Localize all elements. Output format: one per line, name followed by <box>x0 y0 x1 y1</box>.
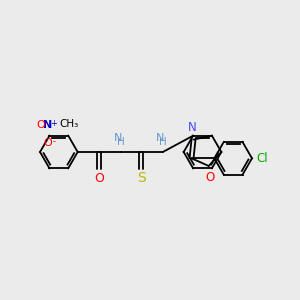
Text: -: - <box>52 137 56 146</box>
Text: N: N <box>188 121 197 134</box>
Text: S: S <box>137 171 146 185</box>
Text: +: + <box>50 119 57 128</box>
Text: Cl: Cl <box>256 152 268 165</box>
Text: O: O <box>205 171 214 184</box>
Text: H: H <box>117 137 125 147</box>
Text: N: N <box>156 133 164 143</box>
Text: CH₃: CH₃ <box>60 119 79 129</box>
Text: O: O <box>36 120 45 130</box>
Text: H: H <box>159 137 167 147</box>
Text: O: O <box>94 172 104 185</box>
Text: O: O <box>43 138 52 148</box>
Text: N: N <box>43 120 52 130</box>
Text: N: N <box>114 133 122 143</box>
